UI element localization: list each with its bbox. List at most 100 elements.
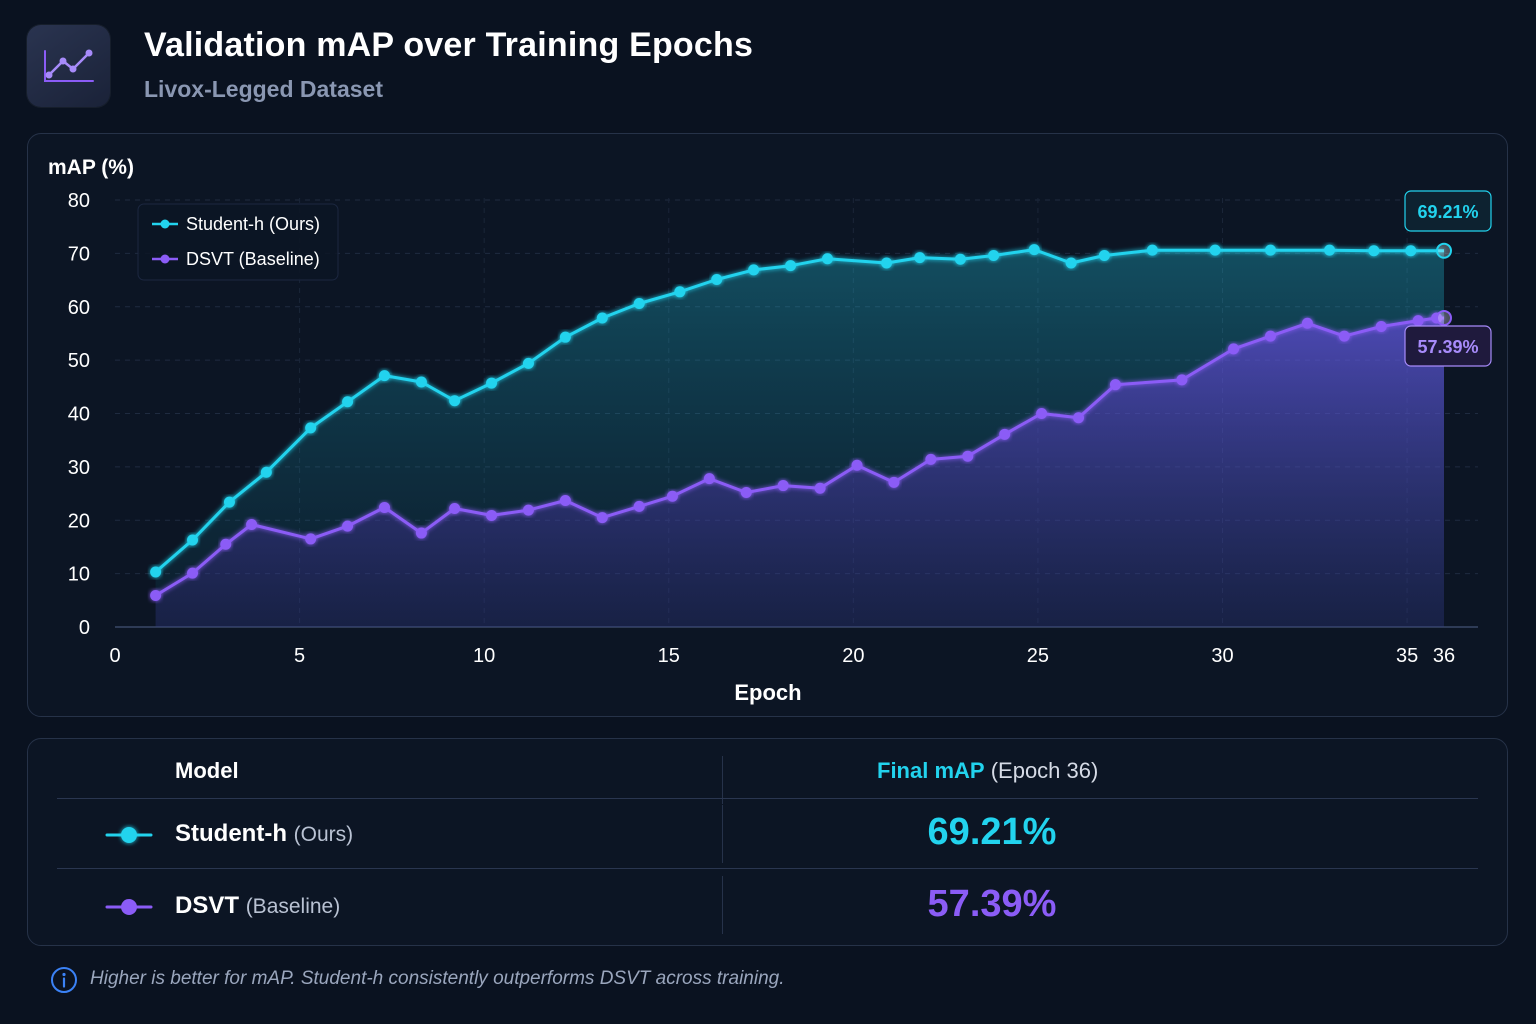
x-tick-label: 5 (294, 645, 305, 667)
column-header-final-map-label: Final mAP (877, 758, 985, 783)
y-tick-label: 10 (68, 564, 90, 586)
student-series-point (1098, 250, 1110, 262)
dsvt-series-point (1109, 379, 1121, 391)
y-axis-label: mAP (%) (48, 156, 134, 179)
student-series-point (342, 396, 354, 408)
legend-marker-icon (160, 254, 170, 264)
y-tick-label: 20 (68, 510, 90, 532)
legend-marker-icon (160, 219, 170, 229)
table-row-student: Student-h (Ours) (175, 820, 353, 848)
dsvt-series-point (777, 480, 789, 492)
x-tick-label: 15 (658, 645, 680, 667)
end-value-label: 69.21% (1404, 190, 1492, 232)
student-series-point (1264, 244, 1276, 256)
dsvt-series-point (1228, 343, 1240, 355)
end-value-label: 57.39% (1404, 325, 1492, 367)
final-map-value: 69.21% (927, 811, 1057, 853)
y-tick-label: 30 (68, 457, 90, 479)
dsvt-series-point (220, 538, 232, 550)
x-axis-label: Epoch (734, 680, 801, 705)
results-table (27, 738, 1508, 946)
dsvt-series-point (187, 567, 199, 579)
student-series-point (486, 377, 498, 389)
student-series-point (1368, 245, 1380, 257)
student-series-point (522, 357, 534, 369)
info-icon (51, 967, 77, 993)
legend-label: DSVT (Baseline) (186, 249, 320, 269)
dsvt-series-point (150, 590, 162, 602)
dsvt-series-point (962, 450, 974, 462)
model-name: Student-h (175, 820, 287, 847)
column-header-final-map: Final mAP (Epoch 36) (877, 758, 1098, 784)
dsvt-series-point (814, 482, 826, 494)
page-title: Validation mAP over Training Epochs (144, 26, 754, 64)
dsvt-series-point (342, 520, 354, 532)
student-series-point (223, 496, 235, 508)
dsvt-series-point (633, 500, 645, 512)
student-series-point (881, 257, 893, 269)
column-divider (722, 805, 723, 863)
chart-panel: 0 10 20 30 40 50 60 70 80 0 5 10 15 20 25 30 35 36 Epoch m… (27, 133, 1508, 717)
y-tick-label: 50 (68, 350, 90, 372)
dsvt-series-point (666, 490, 678, 502)
dsvt-series-point (415, 527, 427, 539)
dsvt-series-point (1036, 408, 1048, 419)
table-row-dsvt: DSVT (Baseline) (175, 892, 340, 920)
x-tick-label: 36 (1433, 645, 1455, 667)
column-header-model: Model (175, 758, 239, 783)
chart-logo-icon (27, 25, 110, 107)
student-series-point (415, 376, 427, 388)
dsvt-series-point (596, 512, 608, 524)
model-name: DSVT (175, 892, 240, 919)
dsvt-series-point (851, 459, 863, 471)
dsvt-series-end-point (1436, 309, 1452, 326)
student-line-marker-icon (105, 827, 153, 843)
page-subtitle: Livox-Legged Dataset (144, 76, 383, 102)
student-series-point (1324, 244, 1336, 256)
column-divider (722, 876, 723, 934)
dsvt-series-point (486, 509, 498, 521)
dsvt-series-point (925, 453, 937, 465)
dsvt-series-point (888, 476, 900, 488)
y-tick-label: 0 (79, 617, 90, 639)
end-value-box (1404, 325, 1492, 367)
dsvt-series-point (999, 428, 1011, 440)
legend-box (137, 203, 339, 281)
student-series-point (378, 370, 390, 382)
model-tag: (Baseline) (245, 895, 341, 918)
student-series-point (914, 252, 926, 264)
student-series-end-point (1436, 242, 1452, 259)
end-value-text: 57.39% (1417, 337, 1478, 357)
student-series-point (785, 260, 797, 272)
student-series-point (150, 566, 162, 578)
legend-label: Student-h (Ours) (186, 214, 320, 234)
student-series-point (596, 312, 608, 324)
x-tick-label: 10 (473, 645, 495, 667)
dsvt-series-point (1412, 315, 1424, 327)
student-series-point (1405, 245, 1417, 257)
dsvt-series-point (1375, 320, 1387, 332)
end-value-box (1404, 190, 1492, 232)
x-tick-label: 0 (109, 645, 120, 667)
student-series-point (674, 286, 686, 298)
y-tick-label: 60 (68, 297, 90, 319)
student-series-point (633, 298, 645, 310)
y-tick-label: 70 (68, 243, 90, 265)
x-tick-label: 35 (1396, 645, 1418, 667)
student-series-point (988, 250, 1000, 262)
student-series-point (748, 264, 760, 276)
dsvt-series-point (1264, 330, 1276, 342)
student-series-point (1209, 244, 1221, 256)
student-series-point (305, 422, 317, 434)
dsvt-series-point (1301, 317, 1313, 329)
dsvt-series-area (155, 318, 1445, 627)
student-series-point (821, 253, 833, 265)
student-series-point (1146, 244, 1158, 256)
dsvt-series-point (1073, 412, 1085, 424)
student-series-point (954, 253, 966, 265)
student-series-point (711, 274, 723, 286)
dsvt-series-point (740, 486, 752, 498)
dsvt-series-point (449, 503, 461, 515)
dsvt-series-point (703, 473, 715, 485)
x-tick-label: 30 (1211, 645, 1233, 667)
